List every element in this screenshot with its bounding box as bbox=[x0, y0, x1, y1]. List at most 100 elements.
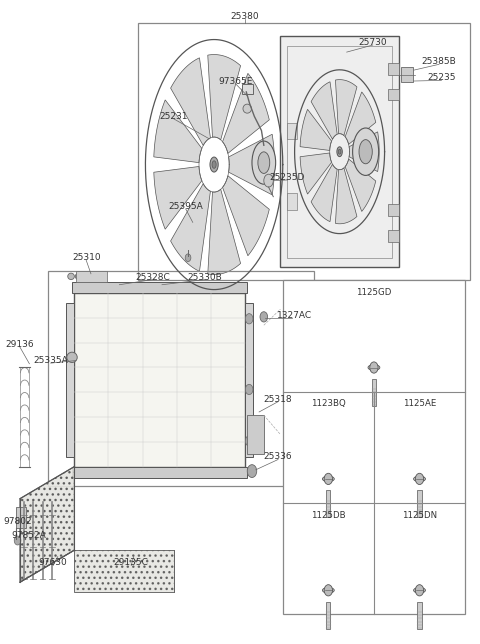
Circle shape bbox=[14, 536, 21, 545]
Polygon shape bbox=[223, 176, 269, 256]
Polygon shape bbox=[300, 153, 332, 194]
Text: 25318: 25318 bbox=[264, 395, 292, 404]
Text: 1327AC: 1327AC bbox=[277, 311, 312, 320]
Polygon shape bbox=[345, 159, 376, 211]
Ellipse shape bbox=[323, 587, 334, 593]
Polygon shape bbox=[345, 92, 376, 144]
Text: 1125DB: 1125DB bbox=[311, 511, 346, 520]
Polygon shape bbox=[349, 132, 379, 171]
Circle shape bbox=[245, 314, 253, 324]
Bar bbox=[418, 490, 421, 518]
Text: 29135C: 29135C bbox=[114, 558, 149, 567]
Polygon shape bbox=[336, 80, 357, 135]
Polygon shape bbox=[208, 55, 240, 140]
Text: 25330B: 25330B bbox=[187, 272, 222, 281]
Circle shape bbox=[245, 436, 253, 446]
Text: 97852A: 97852A bbox=[11, 531, 46, 540]
Polygon shape bbox=[154, 167, 202, 229]
Bar bbox=[326, 490, 330, 518]
Text: 97630: 97630 bbox=[39, 558, 68, 567]
Bar bbox=[72, 467, 247, 478]
Bar bbox=[74, 293, 245, 467]
Text: 25385B: 25385B bbox=[421, 57, 456, 66]
Bar bbox=[372, 379, 376, 406]
Ellipse shape bbox=[258, 152, 270, 173]
Bar bbox=[16, 507, 25, 527]
Bar bbox=[72, 281, 247, 293]
Ellipse shape bbox=[359, 140, 372, 164]
Ellipse shape bbox=[415, 473, 424, 484]
Bar bbox=[245, 303, 253, 457]
Bar bbox=[288, 193, 297, 209]
Bar bbox=[288, 46, 392, 258]
Circle shape bbox=[245, 384, 253, 395]
Text: 25730: 25730 bbox=[359, 38, 387, 47]
Ellipse shape bbox=[323, 476, 334, 482]
Text: 25235: 25235 bbox=[427, 73, 456, 82]
Text: 97365E: 97365E bbox=[218, 77, 252, 86]
Polygon shape bbox=[223, 73, 269, 153]
Bar bbox=[388, 204, 399, 216]
Polygon shape bbox=[74, 550, 174, 592]
Polygon shape bbox=[170, 184, 210, 271]
Text: 97802: 97802 bbox=[3, 516, 32, 526]
Bar bbox=[48, 270, 313, 486]
Ellipse shape bbox=[353, 128, 379, 175]
Polygon shape bbox=[228, 134, 275, 195]
Text: 25231: 25231 bbox=[159, 112, 188, 121]
Ellipse shape bbox=[337, 147, 342, 156]
Bar bbox=[280, 36, 399, 267]
Bar bbox=[288, 123, 297, 139]
Bar bbox=[138, 23, 470, 280]
Bar bbox=[388, 89, 399, 100]
Ellipse shape bbox=[370, 362, 378, 373]
Bar bbox=[418, 601, 421, 629]
Bar bbox=[388, 230, 399, 242]
Circle shape bbox=[247, 465, 257, 477]
Bar bbox=[388, 63, 399, 75]
Circle shape bbox=[264, 174, 273, 187]
Bar bbox=[66, 303, 74, 457]
Ellipse shape bbox=[212, 161, 216, 168]
Polygon shape bbox=[170, 58, 210, 146]
Ellipse shape bbox=[414, 476, 425, 482]
Bar bbox=[241, 84, 253, 94]
Ellipse shape bbox=[324, 585, 333, 596]
Text: 29136: 29136 bbox=[6, 340, 34, 349]
Ellipse shape bbox=[75, 273, 82, 279]
Polygon shape bbox=[208, 189, 240, 274]
Ellipse shape bbox=[252, 141, 276, 184]
Text: 1125AE: 1125AE bbox=[403, 399, 436, 408]
Ellipse shape bbox=[414, 587, 425, 593]
Ellipse shape bbox=[210, 157, 218, 172]
Ellipse shape bbox=[368, 365, 380, 370]
Bar bbox=[401, 67, 413, 82]
Polygon shape bbox=[311, 82, 337, 139]
Polygon shape bbox=[300, 109, 332, 151]
Ellipse shape bbox=[324, 473, 333, 484]
Ellipse shape bbox=[338, 149, 341, 154]
Text: 25310: 25310 bbox=[72, 253, 100, 262]
Text: 25235D: 25235D bbox=[270, 173, 305, 182]
Text: 1125GD: 1125GD bbox=[356, 288, 392, 297]
Bar bbox=[76, 271, 107, 281]
Text: 25328C: 25328C bbox=[135, 272, 170, 281]
Text: 1123BQ: 1123BQ bbox=[311, 399, 346, 408]
Circle shape bbox=[260, 312, 268, 322]
Polygon shape bbox=[311, 164, 337, 222]
Bar bbox=[283, 280, 465, 614]
Ellipse shape bbox=[68, 273, 74, 279]
Ellipse shape bbox=[67, 352, 77, 363]
Bar bbox=[326, 601, 330, 629]
Bar bbox=[247, 415, 264, 454]
Circle shape bbox=[185, 254, 191, 261]
Text: 25395A: 25395A bbox=[168, 202, 203, 211]
Text: 25336: 25336 bbox=[264, 453, 292, 462]
Ellipse shape bbox=[243, 104, 252, 113]
Text: 25380: 25380 bbox=[230, 12, 259, 21]
Text: 25335A: 25335A bbox=[33, 356, 68, 365]
Ellipse shape bbox=[415, 585, 424, 596]
Polygon shape bbox=[154, 100, 202, 163]
Text: 1125DN: 1125DN bbox=[402, 511, 437, 520]
Polygon shape bbox=[336, 168, 357, 223]
